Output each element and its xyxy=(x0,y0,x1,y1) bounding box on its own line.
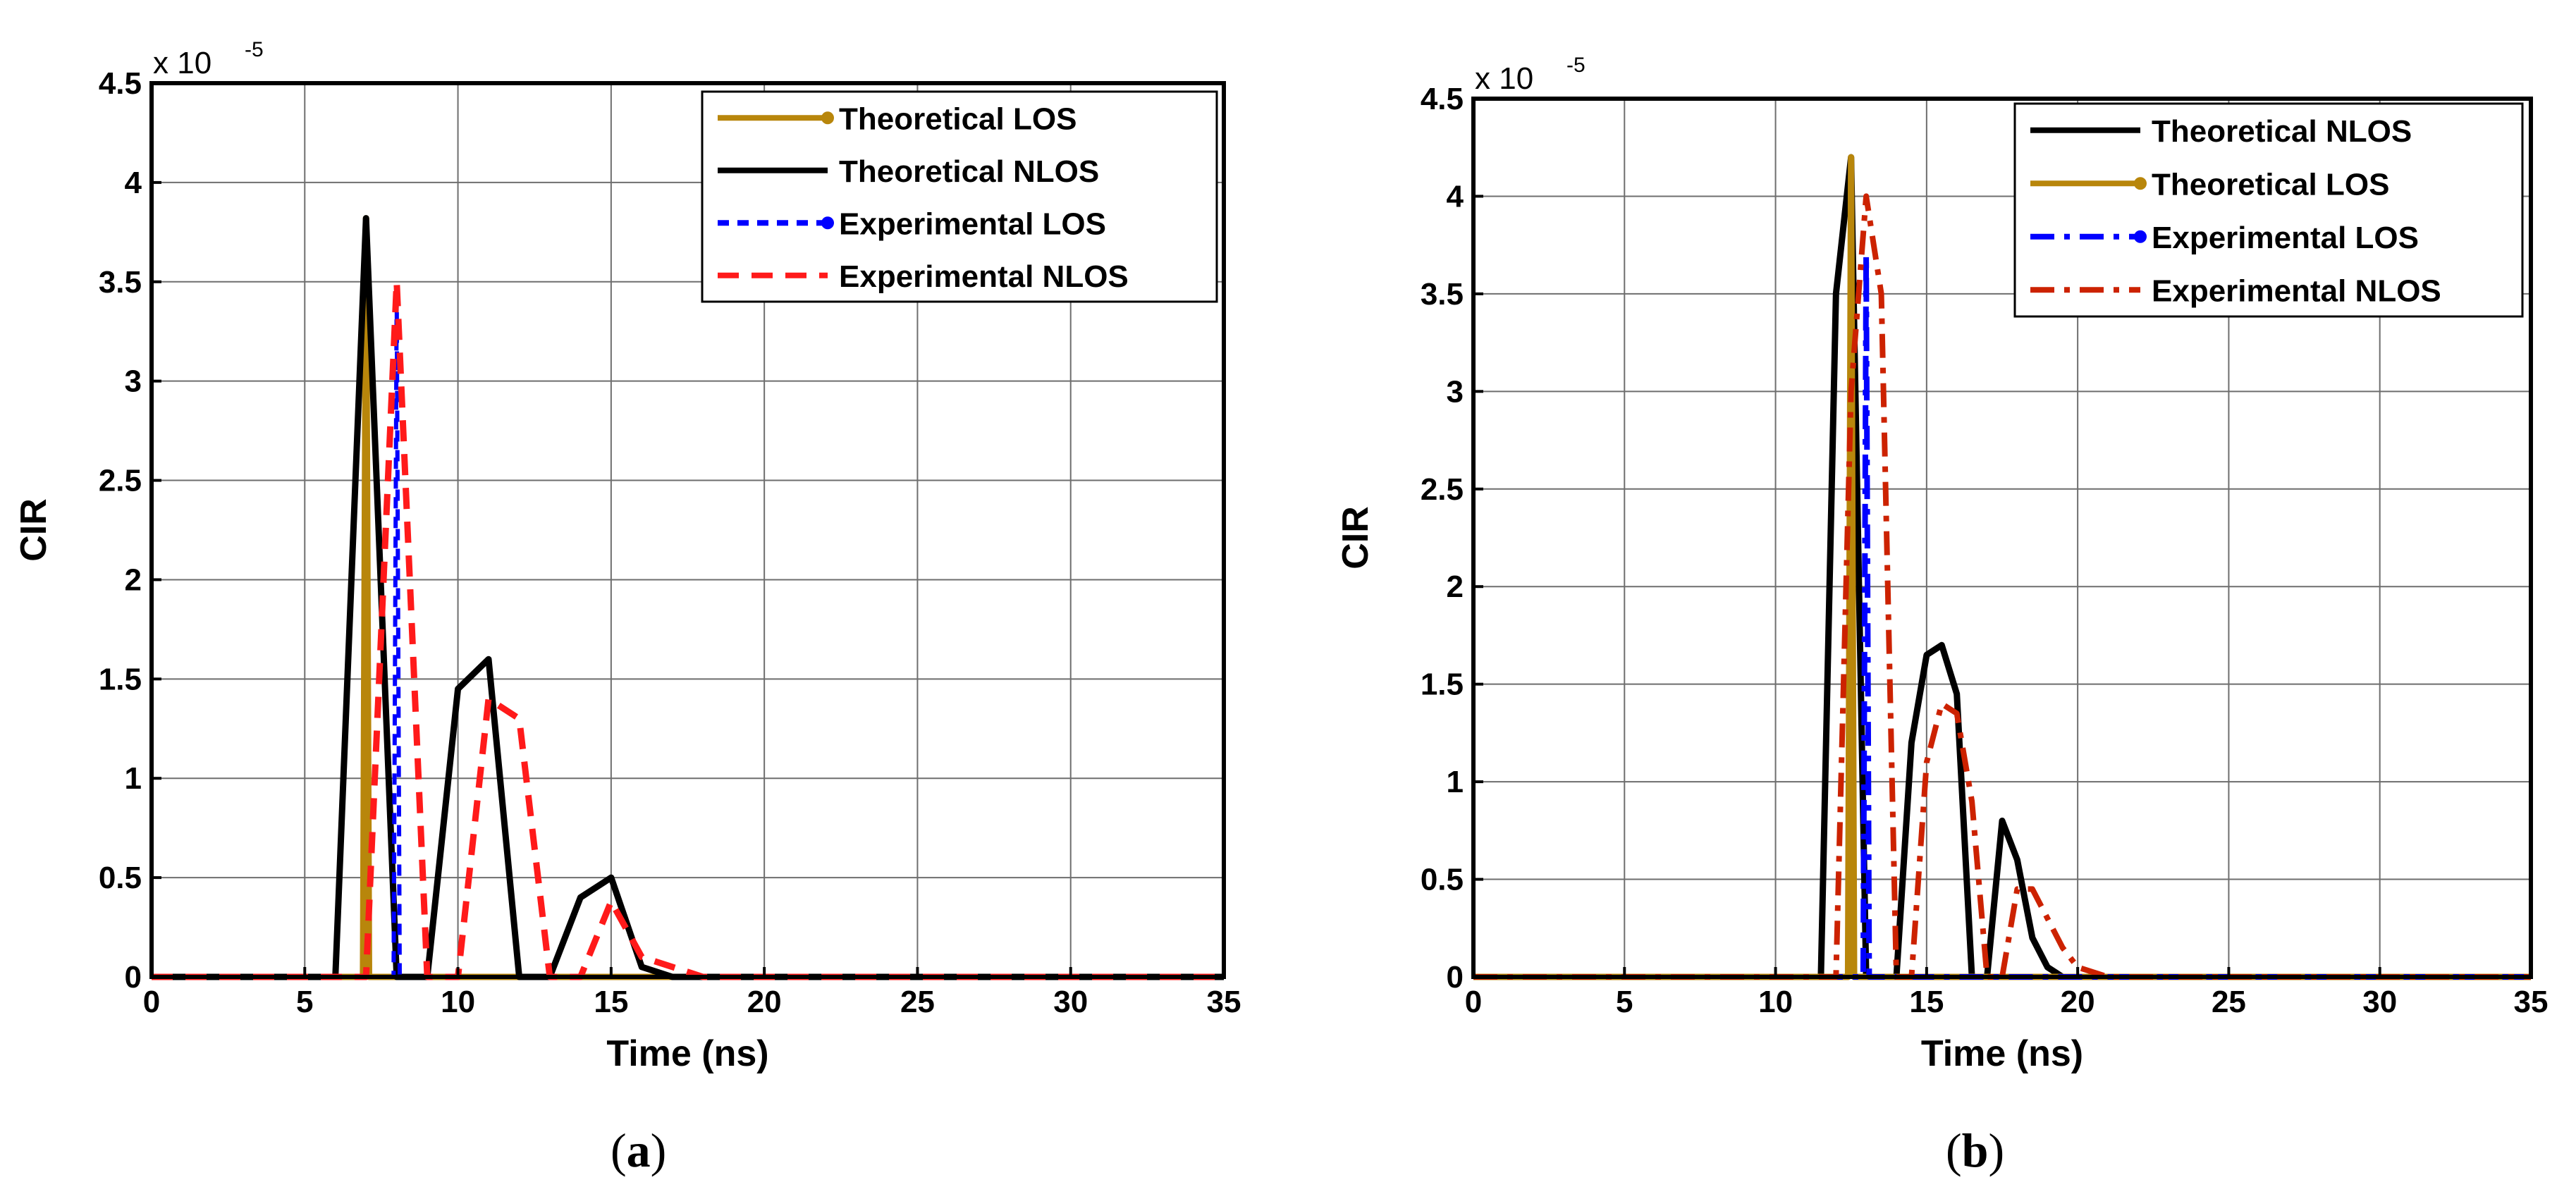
axes-frame xyxy=(1471,97,2533,979)
x-tick-label: 30 xyxy=(2362,985,2397,1019)
legend-entry: Theoretical LOS xyxy=(839,101,1077,136)
legend-entry: Theoretical LOS xyxy=(2152,167,2389,202)
panel-caption: (a) xyxy=(611,1124,666,1177)
y-scale-exponent: -5 xyxy=(245,38,264,61)
y-tick-label: 4.5 xyxy=(1421,82,1464,116)
x-tick-label: 0 xyxy=(143,985,160,1019)
legend-marker xyxy=(821,111,834,125)
y-tick-label: 1.5 xyxy=(1421,667,1464,702)
x-axis-label: Time (ns) xyxy=(606,1033,768,1074)
x-tick-label: 25 xyxy=(900,985,935,1019)
y-tick-label: 0 xyxy=(125,960,142,995)
legend-entry: Theoretical NLOS xyxy=(839,154,1099,189)
y-scale-exponent: -5 xyxy=(1566,54,1586,77)
y-tick-label: 4.5 xyxy=(99,66,142,101)
y-scale-label: x 10 xyxy=(1475,61,1533,96)
chart-panel-b: 0 5 10 15 20 25 30 35 0 0.5 1 1.5 2 2.5 3 3.5 4 4.5 Time (… xyxy=(1335,54,2548,1177)
y-tick-label: 3.5 xyxy=(1421,277,1464,312)
y-tick-label: 1.5 xyxy=(99,662,142,696)
x-tick-label: 10 xyxy=(1758,985,1793,1019)
x-tick-label: 15 xyxy=(1909,985,1944,1019)
y-tick-label: 1 xyxy=(125,761,142,796)
x-tick-label: 35 xyxy=(1207,985,1241,1019)
x-tick-label: 20 xyxy=(747,985,782,1019)
y-tick-label: 1 xyxy=(1447,765,1464,799)
legend-marker xyxy=(2134,177,2147,190)
x-tick-label: 25 xyxy=(2212,985,2246,1019)
legend-entry: Experimental NLOS xyxy=(839,259,1129,294)
y-tick-label: 2 xyxy=(125,562,142,597)
x-tick-label: 15 xyxy=(594,985,628,1019)
y-tick-label: 3 xyxy=(125,364,142,399)
y-axis-label: CIR xyxy=(1335,506,1376,570)
legend-box xyxy=(2013,102,2524,318)
y-tick-label: 2 xyxy=(1447,570,1464,604)
chart-panel-a: 0 5 10 15 20 25 30 35 0 0.5 1 1.5 2 2.5 3 3.5 4 4.5 Time (… xyxy=(13,38,1241,1177)
y-tick-label: 0.5 xyxy=(1421,863,1464,897)
series-line-experimental-nlos xyxy=(1473,193,2531,980)
legend-marker xyxy=(821,216,834,230)
legend-box xyxy=(701,90,1218,303)
legend: Theoretical NLOS Theoretical LOS Experimen… xyxy=(2013,102,2524,318)
y-tick-label: 4 xyxy=(1447,179,1464,214)
legend: Theoretical LOS Theoretical NLOS Experimen… xyxy=(701,90,1218,303)
axes-frame xyxy=(149,81,1226,979)
x-tick-label: 35 xyxy=(2514,985,2549,1019)
panel-caption: (b) xyxy=(1946,1124,2004,1177)
legend-entry: Experimental NLOS xyxy=(2152,273,2441,308)
legend-entry: Theoretical NLOS xyxy=(2152,114,2412,149)
y-tick-label: 4 xyxy=(125,166,142,200)
x-tick-label: 5 xyxy=(296,985,313,1019)
y-axis-label: CIR xyxy=(13,498,54,562)
x-axis-label: Time (ns) xyxy=(1921,1033,2083,1074)
x-tick-label: 5 xyxy=(1616,985,1633,1019)
legend-marker xyxy=(2134,230,2147,243)
y-tick-label: 2.5 xyxy=(99,464,142,498)
series-line-experimental-nlos xyxy=(152,278,1224,980)
y-tick-label: 0 xyxy=(1447,960,1464,995)
y-tick-label: 3.5 xyxy=(99,265,142,300)
x-tick-label: 0 xyxy=(1465,985,1482,1019)
x-tick-label: 20 xyxy=(2061,985,2095,1019)
x-tick-label: 10 xyxy=(441,985,475,1019)
x-tick-label: 30 xyxy=(1053,985,1088,1019)
y-scale-label: x 10 xyxy=(153,46,211,80)
legend-entry: Experimental LOS xyxy=(2152,221,2419,255)
legend-entry: Experimental LOS xyxy=(839,207,1106,241)
y-tick-label: 0.5 xyxy=(99,861,142,895)
y-tick-label: 2.5 xyxy=(1421,472,1464,507)
y-tick-label: 3 xyxy=(1447,374,1464,409)
